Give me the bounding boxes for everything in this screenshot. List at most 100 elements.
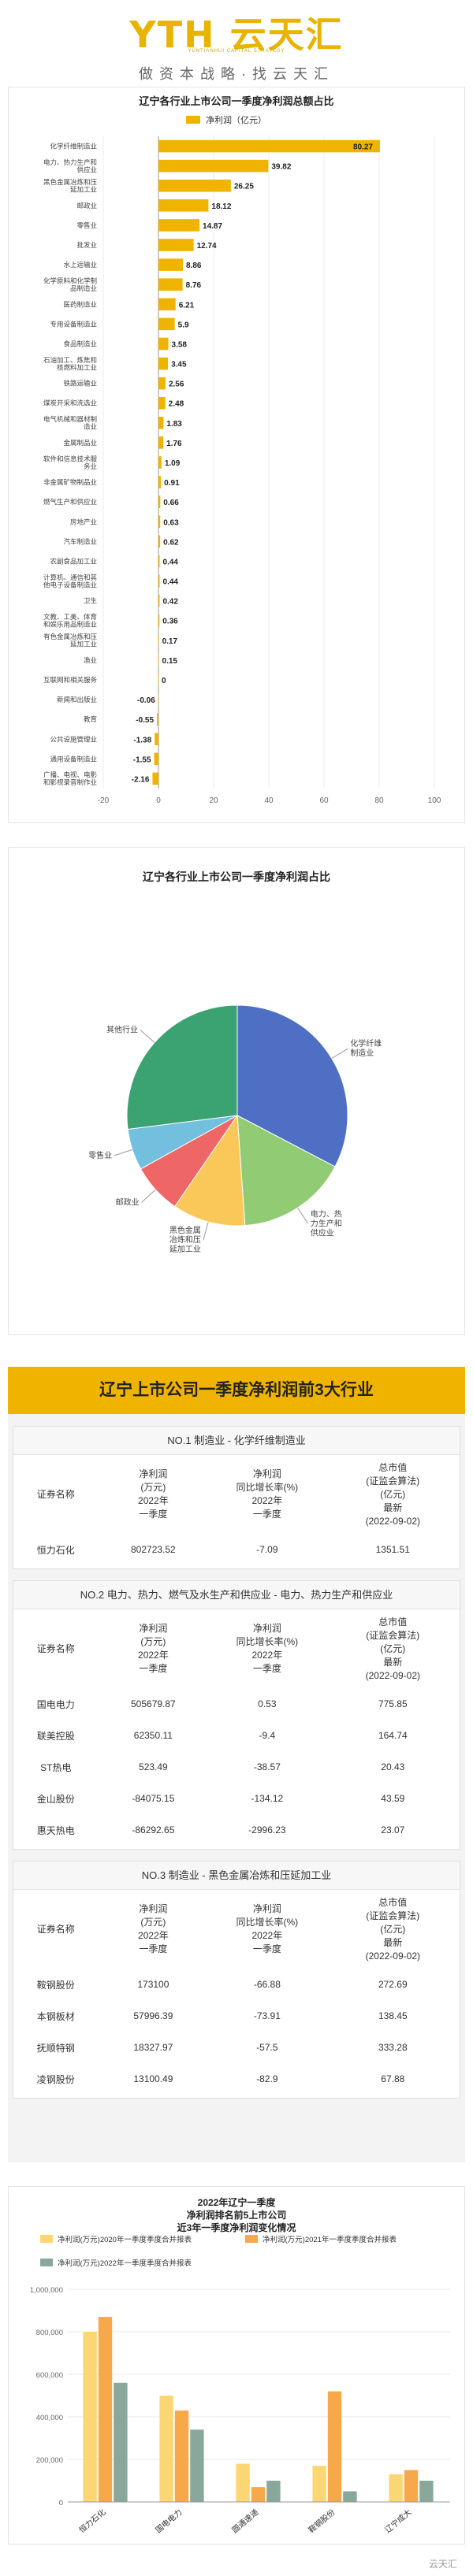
chart3-legend-label: 净利润(万元)2022年一季度季度合并报表	[58, 2259, 192, 2268]
table-cell: -82.9	[256, 2073, 278, 2084]
chart3-bar	[236, 2463, 250, 2502]
chart3-bar	[251, 2487, 266, 2502]
chart1-data-label: -2.16	[132, 775, 150, 784]
section-title: NO.1 制造业 - 化学纤维制造业	[13, 1427, 460, 1455]
table-cell: 505679.87	[131, 1698, 176, 1709]
chart1-category-label: 非金属矿物制品业	[43, 478, 97, 486]
chart3-category-label: 辽宁成大	[382, 2507, 413, 2535]
chart1-data-label: -0.06	[137, 696, 155, 705]
table-cell: -2996.23	[248, 1824, 286, 1835]
chart3-bar	[312, 2466, 326, 2502]
table-row: 本钢板材 57996.39 -73.91 138.45	[13, 2000, 460, 2032]
table-cell: 43.59	[381, 1793, 405, 1804]
chart1-bar	[158, 594, 160, 607]
chart1-category-label: 计算机、通信和其他电子设备制造业	[43, 573, 98, 589]
chart1-category-label: 煤炭开采和洗选业	[43, 399, 97, 407]
chart1-legend-label: 净利润（亿元）	[206, 114, 266, 125]
chart1-data-label: 6.21	[179, 301, 195, 310]
chart1-category-label: 教育	[84, 715, 97, 723]
brand-logo-subtitle: YUNTIANHUI CAPITAL STRATEGY	[188, 49, 285, 54]
table-cell: 恒力石化	[36, 1544, 75, 1556]
chart3-legend-swatch	[40, 2259, 53, 2266]
table-cell: 23.07	[381, 1824, 405, 1835]
table-title: 辽宁上市公司一季度净利润前3大行业	[8, 1367, 465, 1414]
chart1-data-label: 80.27	[353, 143, 373, 152]
chart2-label-line	[297, 1207, 309, 1224]
chart1-data-label: -1.55	[133, 755, 151, 764]
chart3-y-tick-label: 400,000	[36, 2414, 63, 2422]
table-row: 恒力石化 802723.52 -7.09 1351.51	[13, 1534, 460, 1565]
table-cell: ST热电	[40, 1761, 72, 1773]
column-header: 净利润 (万元) 2022年 一季度	[138, 1903, 169, 1954]
chart2-slice-label: 零售业	[88, 1150, 112, 1160]
chart1-data-label: 0.62	[163, 538, 179, 547]
section-title: NO.3 制造业 - 黑色金属冶炼和压延加工业	[13, 1861, 460, 1890]
table-cell: 802723.52	[131, 1544, 176, 1555]
table-cell: -86292.65	[132, 1824, 175, 1835]
chart1-x-tick-label: 100	[428, 796, 441, 805]
chart1-bar	[158, 436, 164, 449]
brand-logo: YTH 云天汇	[129, 13, 344, 56]
chart3-title-line: 近3年一季度净利润变化情况	[177, 2222, 296, 2233]
chart2-slice-label: 其他行业	[106, 1025, 138, 1035]
chart1-category-label: 文教、工美、体育和娱乐用品制造业	[43, 613, 97, 629]
chart1-data-label: 0	[162, 677, 166, 685]
chart1-category-label: 批发业	[76, 241, 97, 249]
chart1-bar	[158, 496, 161, 508]
chart2-slice-label: 黑色金属冶炼和压延加工业	[169, 1225, 201, 1254]
chart1-legend-swatch	[186, 116, 200, 124]
chart1-bar	[158, 298, 176, 311]
chart1-data-label: 0.66	[163, 499, 179, 507]
table-cell: 138.45	[378, 2010, 408, 2021]
chart2-slice-label: 化学纤维制造业	[350, 1038, 382, 1058]
column-header: 净利润 (万元) 2022年 一季度	[138, 1468, 169, 1520]
table-row: ST热电 523.49 -38.57 20.43	[13, 1751, 460, 1783]
column-header: 净利润 同比增长率(%) 2022年 一季度	[236, 1468, 299, 1520]
table-row: 金山股份 -84075.15 -134.12 43.59	[13, 1783, 460, 1814]
chart1-bar	[158, 476, 162, 488]
chart1-category-label: 房地产业	[70, 518, 97, 525]
chart3-category-label: 恒力石化	[76, 2507, 107, 2535]
chart3-legend-label: 净利润(万元)2020年一季度季度合并报表	[58, 2235, 192, 2244]
section-title: NO.2 电力、热力、燃气及水生产和供应业 - 电力、热力生产和供应业	[13, 1581, 460, 1609]
chart1-category-label: 新闻和出版业	[57, 696, 97, 703]
chart1-bar	[158, 674, 159, 686]
chart2-slice-label: 电力、热力生产和供应业	[311, 1208, 342, 1238]
table-cell: -84075.15	[132, 1793, 175, 1804]
chart3-bar	[114, 2382, 128, 2502]
chart1-category-label: 食品制造业	[63, 340, 97, 347]
table-section: NO.1 制造业 - 化学纤维制造业 证券名称 净利润 (万元) 2022年 一季度 净利润…	[13, 1426, 460, 1569]
industry-profit-bar-chart: 辽宁各行业上市公司一季度净利润总额占比 净利润（亿元） -20 0 20 40 60 80…	[43, 95, 441, 805]
chart3-bar	[343, 2491, 357, 2502]
chart2-label-line	[140, 1030, 155, 1043]
chart1-data-label: 5.9	[178, 321, 189, 329]
industry-profit-bar-chart-panel: 辽宁各行业上市公司一季度净利润总额占比 净利润（亿元） -20 0 20 40 60 80…	[8, 87, 465, 823]
table-section: NO.2 电力、热力、燃气及水生产和供应业 - 电力、热力生产和供应业 证券名称 净…	[13, 1580, 460, 1850]
column-header: 总市值 (证监会算法) (亿元) 最新 (2022-09-02)	[365, 1896, 420, 1962]
table-cell: 20.43	[381, 1761, 405, 1772]
chart1-bar	[157, 713, 158, 726]
top5-companies-bar-chart: 2022年辽宁一季度净利润排名前5上市公司近3年一季度净利润变化情况净利润(万元…	[30, 2196, 450, 2535]
chart1-data-label: 0.42	[162, 598, 178, 607]
table-row: 国电电力 505679.87 0.53 775.85	[13, 1688, 460, 1720]
chart3-bar	[419, 2481, 434, 2502]
chart1-data-label: 0.15	[162, 657, 178, 666]
chart1-data-label: 0.17	[162, 637, 178, 646]
chart3-bar	[404, 2470, 419, 2502]
chart1-category-label: 石油加工、炼焦和核燃料加工业	[43, 356, 97, 372]
table-cell: -73.91	[253, 2010, 281, 2021]
chart1-category-label: 水上运输业	[63, 261, 97, 269]
table-cell: 金山股份	[36, 1793, 75, 1805]
chart1-bar	[158, 278, 183, 291]
chart1-category-label: 黑色金属冶炼和压延加工业	[43, 178, 98, 194]
chart1-bar	[158, 634, 159, 647]
chart1-bar	[158, 337, 169, 351]
chart3-y-tick-label: 800,000	[36, 2329, 63, 2337]
footer-logo: 云天汇	[428, 2559, 457, 2570]
table-header-row: 证券名称 净利润 (万元) 2022年 一季度 净利润 同比增长率(%) 2022年 一季度 总市…	[13, 1890, 460, 1969]
chart1-data-label: 1.09	[165, 459, 181, 468]
chart1-bar	[158, 417, 164, 429]
chart1-bar	[158, 357, 169, 370]
chart1-category-label: 汽车制造业	[63, 537, 97, 545]
column-header: 总市值 (证监会算法) (亿元) 最新 (2022-09-02)	[365, 1461, 420, 1527]
